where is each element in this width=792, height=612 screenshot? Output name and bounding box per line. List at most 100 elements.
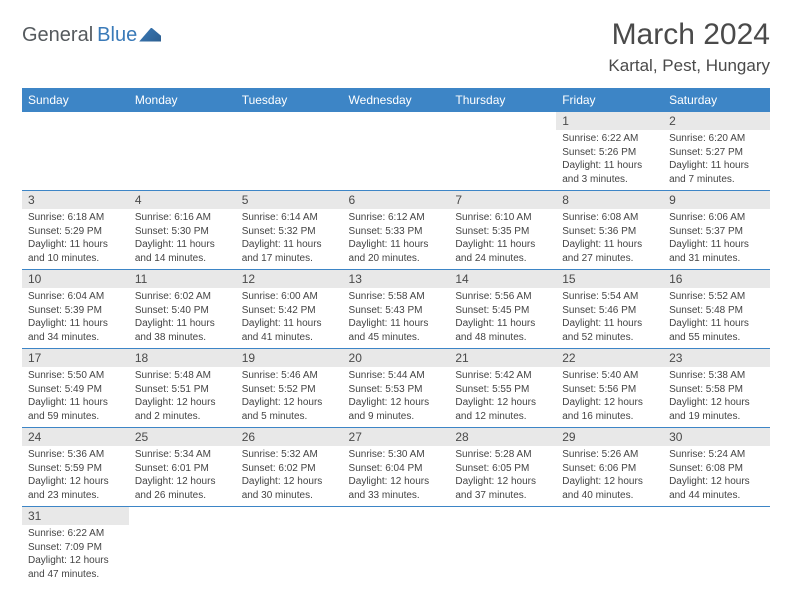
logo: GeneralBlue: [22, 24, 161, 47]
day-info-line: and 30 minutes.: [242, 489, 337, 503]
day-info-line: Sunset: 6:05 PM: [455, 462, 550, 476]
day-info-line: Sunrise: 6:22 AM: [562, 132, 657, 146]
day-info-line: Sunset: 5:33 PM: [349, 225, 444, 239]
day-info-line: Sunrise: 5:42 AM: [455, 369, 550, 383]
day-info-line: Daylight: 12 hours: [669, 475, 764, 489]
day-info-line: Sunset: 5:59 PM: [28, 462, 123, 476]
calendar-cell: 15Sunrise: 5:54 AMSunset: 5:46 PMDayligh…: [556, 270, 663, 349]
day-info-line: Sunset: 5:27 PM: [669, 146, 764, 160]
day-info-line: Sunset: 5:36 PM: [562, 225, 657, 239]
day-info: Sunrise: 5:32 AMSunset: 6:02 PMDaylight:…: [236, 446, 343, 506]
day-number: 16: [663, 270, 770, 288]
day-info-line: Daylight: 11 hours: [242, 238, 337, 252]
day-info-line: Sunrise: 6:18 AM: [28, 211, 123, 225]
calendar-cell: [449, 507, 556, 586]
day-info-line: and 23 minutes.: [28, 489, 123, 503]
day-info-line: Daylight: 11 hours: [242, 317, 337, 331]
calendar-cell: 21Sunrise: 5:42 AMSunset: 5:55 PMDayligh…: [449, 349, 556, 428]
calendar-cell: [343, 112, 450, 191]
day-info: Sunrise: 5:40 AMSunset: 5:56 PMDaylight:…: [556, 367, 663, 427]
day-info-line: Sunset: 5:58 PM: [669, 383, 764, 397]
day-info: Sunrise: 6:08 AMSunset: 5:36 PMDaylight:…: [556, 209, 663, 269]
day-info-line: Daylight: 12 hours: [242, 475, 337, 489]
day-info: Sunrise: 6:04 AMSunset: 5:39 PMDaylight:…: [22, 288, 129, 348]
header: GeneralBlue March 2024 Kartal, Pest, Hun…: [22, 18, 770, 76]
calendar-cell: 26Sunrise: 5:32 AMSunset: 6:02 PMDayligh…: [236, 428, 343, 507]
day-info-line: Sunrise: 5:46 AM: [242, 369, 337, 383]
calendar-row: 17Sunrise: 5:50 AMSunset: 5:49 PMDayligh…: [22, 349, 770, 428]
day-info-line: Daylight: 11 hours: [349, 238, 444, 252]
day-info: Sunrise: 6:22 AMSunset: 5:26 PMDaylight:…: [556, 130, 663, 190]
day-info-line: Sunset: 5:56 PM: [562, 383, 657, 397]
day-number: 10: [22, 270, 129, 288]
day-info-line: Sunset: 5:40 PM: [135, 304, 230, 318]
calendar-cell: 17Sunrise: 5:50 AMSunset: 5:49 PMDayligh…: [22, 349, 129, 428]
day-info: Sunrise: 5:44 AMSunset: 5:53 PMDaylight:…: [343, 367, 450, 427]
weekday-header: Saturday: [663, 88, 770, 112]
day-info-line: Sunrise: 5:56 AM: [455, 290, 550, 304]
day-number: 24: [22, 428, 129, 446]
day-info-line: Daylight: 11 hours: [562, 238, 657, 252]
day-info-line: Daylight: 11 hours: [455, 317, 550, 331]
day-info-line: and 40 minutes.: [562, 489, 657, 503]
day-info-line: Sunrise: 5:34 AM: [135, 448, 230, 462]
day-info-line: Daylight: 12 hours: [349, 396, 444, 410]
day-number: 12: [236, 270, 343, 288]
calendar-header: SundayMondayTuesdayWednesdayThursdayFrid…: [22, 88, 770, 112]
day-number: 31: [22, 507, 129, 525]
day-info-line: Sunrise: 6:14 AM: [242, 211, 337, 225]
day-number: 18: [129, 349, 236, 367]
day-info-line: Sunrise: 6:04 AM: [28, 290, 123, 304]
day-number: 2: [663, 112, 770, 130]
day-info-line: Daylight: 12 hours: [135, 396, 230, 410]
weekday-header: Thursday: [449, 88, 556, 112]
page-title: March 2024: [608, 18, 770, 52]
calendar-cell: [556, 507, 663, 586]
day-info-line: and 26 minutes.: [135, 489, 230, 503]
day-info-line: Daylight: 11 hours: [562, 317, 657, 331]
day-number: 11: [129, 270, 236, 288]
day-number: 7: [449, 191, 556, 209]
calendar-cell: [236, 507, 343, 586]
day-info: Sunrise: 6:18 AMSunset: 5:29 PMDaylight:…: [22, 209, 129, 269]
day-info-line: and 45 minutes.: [349, 331, 444, 345]
day-info-line: and 27 minutes.: [562, 252, 657, 266]
day-info-line: Sunset: 5:49 PM: [28, 383, 123, 397]
day-info-line: Sunrise: 5:28 AM: [455, 448, 550, 462]
day-info-line: Sunrise: 5:44 AM: [349, 369, 444, 383]
day-info: Sunrise: 6:16 AMSunset: 5:30 PMDaylight:…: [129, 209, 236, 269]
calendar-cell: 2Sunrise: 6:20 AMSunset: 5:27 PMDaylight…: [663, 112, 770, 191]
day-info-line: Daylight: 11 hours: [455, 238, 550, 252]
weekday-header: Sunday: [22, 88, 129, 112]
calendar-cell: [449, 112, 556, 191]
day-info-line: Sunset: 5:45 PM: [455, 304, 550, 318]
day-info-line: Sunrise: 6:12 AM: [349, 211, 444, 225]
day-number: 25: [129, 428, 236, 446]
day-info-line: Sunrise: 6:06 AM: [669, 211, 764, 225]
day-info-line: Daylight: 12 hours: [562, 396, 657, 410]
day-info-line: and 3 minutes.: [562, 173, 657, 187]
day-info-line: Sunset: 6:04 PM: [349, 462, 444, 476]
day-info-line: Sunrise: 6:20 AM: [669, 132, 764, 146]
day-info-line: Daylight: 11 hours: [669, 238, 764, 252]
day-info: Sunrise: 5:34 AMSunset: 6:01 PMDaylight:…: [129, 446, 236, 506]
day-info-line: Sunrise: 6:08 AM: [562, 211, 657, 225]
day-info-line: and 33 minutes.: [349, 489, 444, 503]
day-info-line: Sunset: 5:37 PM: [669, 225, 764, 239]
day-number: 22: [556, 349, 663, 367]
day-info-line: Sunrise: 5:30 AM: [349, 448, 444, 462]
day-info-line: and 31 minutes.: [669, 252, 764, 266]
day-info: Sunrise: 5:36 AMSunset: 5:59 PMDaylight:…: [22, 446, 129, 506]
calendar-cell: 7Sunrise: 6:10 AMSunset: 5:35 PMDaylight…: [449, 191, 556, 270]
day-number: 23: [663, 349, 770, 367]
day-number: 20: [343, 349, 450, 367]
day-number: 17: [22, 349, 129, 367]
day-info-line: Daylight: 12 hours: [242, 396, 337, 410]
weekday-header: Friday: [556, 88, 663, 112]
day-info: Sunrise: 5:54 AMSunset: 5:46 PMDaylight:…: [556, 288, 663, 348]
calendar-cell: 24Sunrise: 5:36 AMSunset: 5:59 PMDayligh…: [22, 428, 129, 507]
day-info-line: Daylight: 11 hours: [562, 159, 657, 173]
day-number: 3: [22, 191, 129, 209]
day-info-line: and 47 minutes.: [28, 568, 123, 582]
day-info-line: Sunrise: 6:16 AM: [135, 211, 230, 225]
